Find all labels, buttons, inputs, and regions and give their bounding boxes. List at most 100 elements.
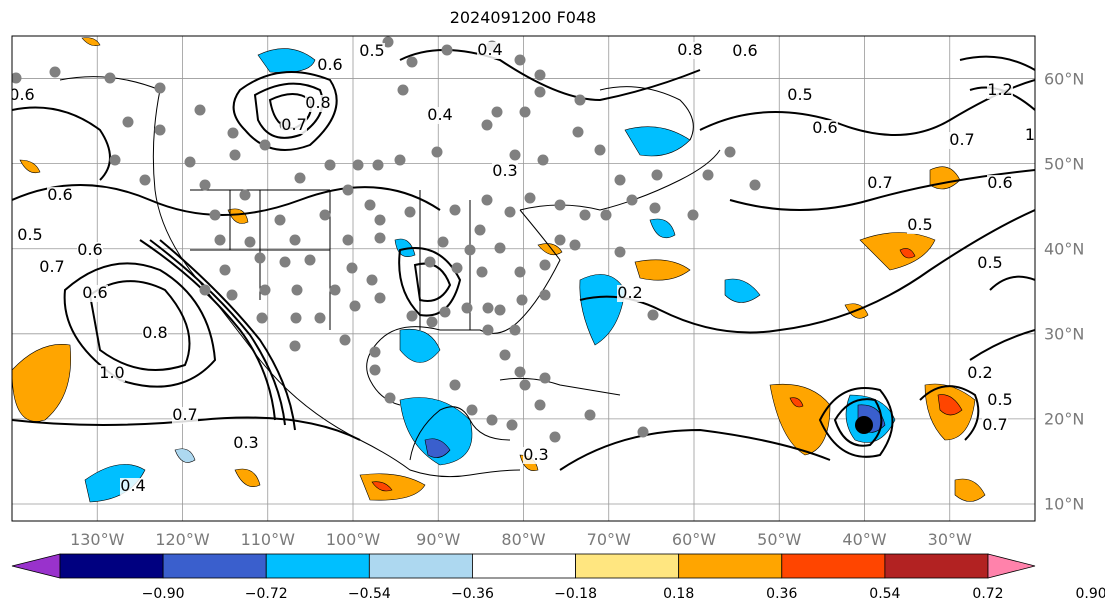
station-dot [219, 264, 231, 276]
station-dot [426, 316, 438, 328]
station-dot [504, 206, 516, 218]
station-dot [244, 236, 256, 248]
orange-blob [81, 37, 101, 46]
station-dot [519, 379, 531, 391]
contour-label-bg [987, 392, 1013, 409]
longitude-label: 130°W [70, 530, 125, 549]
colorbar-tick-label: 0.90 [1075, 586, 1105, 602]
station-dot [366, 274, 378, 286]
contour-label-bg [1017, 127, 1035, 144]
station-dot [439, 306, 451, 318]
station-dot [259, 284, 271, 296]
contour-label-bg [812, 120, 838, 137]
station-dot [476, 266, 488, 278]
red-blob [899, 248, 916, 259]
latitude-label: 30°N [1044, 324, 1085, 344]
cyan-blob [84, 464, 146, 503]
station-dot [154, 124, 166, 136]
colorbar-segment [162, 553, 267, 579]
station-dot [449, 204, 461, 216]
contour-label-bg [12, 87, 35, 104]
station-dot [702, 169, 714, 181]
station-dot [372, 159, 384, 171]
station-dot [374, 292, 386, 304]
map-frame [11, 35, 1036, 522]
blue-blob [424, 438, 451, 458]
station-dot [424, 256, 436, 268]
contour-label-bg [732, 43, 758, 60]
contour-label: 0.6 [317, 55, 342, 74]
contour-label: 0.4 [427, 105, 452, 124]
hurricane-center-marker [855, 416, 873, 434]
station-dot [584, 409, 596, 421]
station-dot [491, 106, 503, 118]
light-blue-blob [174, 448, 196, 463]
station-dot [431, 146, 443, 158]
colorbar-segment [472, 553, 576, 579]
station-dot [104, 72, 116, 84]
contour-label-bg [120, 478, 146, 495]
station-dot [352, 159, 364, 171]
contour-label: 0.7 [867, 173, 892, 192]
contour-labels: 0.60.5 0.40.60.80.70.80.40.60.50.61.20.70… [12, 40, 1035, 495]
orange-blob [12, 344, 71, 422]
station-dot [406, 310, 418, 322]
contour-label-bg [82, 285, 108, 302]
station-dot [324, 159, 336, 171]
station-dot [254, 252, 266, 264]
contour-label-bg [867, 175, 893, 192]
contour-label-bg [987, 82, 1013, 99]
station-dot [534, 86, 546, 98]
station-dot [289, 340, 301, 352]
station-dot [481, 194, 493, 206]
orange-blob [234, 468, 261, 487]
colorbar-extend-high [987, 553, 1036, 579]
station-dot [637, 426, 649, 438]
colorbar-segment [678, 553, 783, 579]
station-dot [464, 244, 476, 256]
contour-label-bg [77, 242, 103, 259]
station-dot [569, 239, 581, 251]
contour-label: 0.8 [677, 40, 702, 59]
contour-label: 0.5 [907, 215, 932, 234]
station-dot [256, 312, 268, 324]
colorbar [11, 553, 1036, 579]
contour-label: 0.4 [477, 40, 502, 59]
longitude-label: 30°W [927, 530, 972, 549]
contour-label-bg [967, 365, 993, 382]
colorbar-segment [368, 553, 473, 579]
contour-label-bg [142, 325, 168, 342]
station-dot [314, 312, 326, 324]
station-dot [516, 294, 528, 306]
station-dot [579, 209, 591, 221]
station-dot [509, 149, 521, 161]
station-dot [537, 154, 549, 166]
colorbar-segment [59, 553, 164, 579]
station-dot [227, 127, 239, 139]
contour-label: 1 [1025, 125, 1035, 144]
colorbar-tick-label: 0.18 [663, 586, 695, 602]
colorbar-tick-label: −0.36 [450, 586, 494, 602]
contour-label-bg [907, 217, 933, 234]
contour-label: 0.3 [523, 445, 548, 464]
station-dot [514, 54, 526, 66]
station-dot [199, 179, 211, 191]
station-dot [374, 232, 386, 244]
contour-label: 0.2 [967, 363, 992, 382]
contour-label: 0.5 [787, 85, 812, 104]
latitude-label: 40°N [1044, 239, 1085, 259]
cyan-blob [649, 218, 676, 239]
station-dot [687, 209, 699, 221]
contour-label: 0.5 [17, 225, 42, 244]
orange-blob [954, 478, 986, 502]
station-dot [506, 419, 518, 431]
longitude-label: 50°W [757, 530, 802, 549]
station-dot [481, 119, 493, 131]
station-dot [572, 126, 584, 138]
contour-label: 0.4 [120, 476, 145, 495]
longitude-label: 70°W [586, 530, 631, 549]
colorbar-segment [575, 553, 680, 579]
station-dot [626, 194, 638, 206]
map-title: 2024091200 F048 [449, 8, 597, 27]
longitude-label: 90°W [416, 530, 461, 549]
